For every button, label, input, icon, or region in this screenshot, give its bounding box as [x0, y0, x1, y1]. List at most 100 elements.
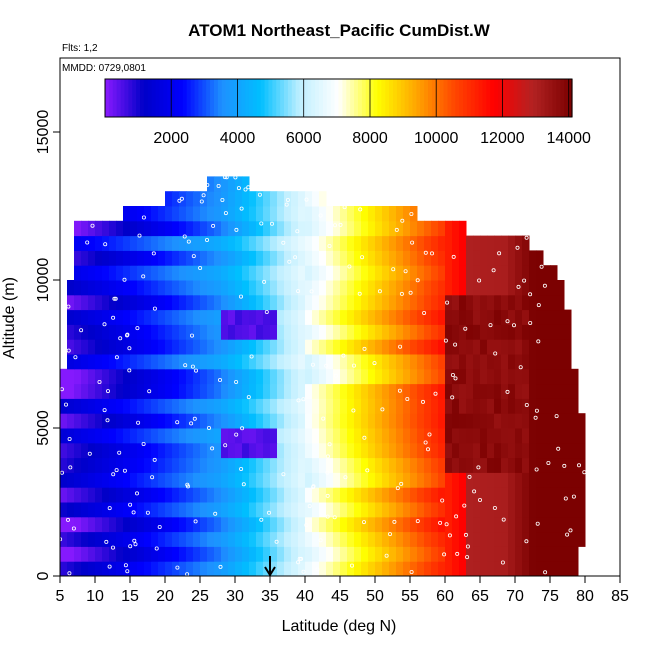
heatmap-cell	[417, 309, 425, 325]
heatmap-cell	[67, 368, 75, 385]
heatmap-cell	[116, 294, 124, 311]
heatmap-cell	[501, 531, 509, 547]
heatmap-cell	[319, 428, 327, 444]
heatmap-cell	[200, 294, 208, 311]
heatmap-cell	[501, 487, 509, 503]
heatmap-cell	[515, 354, 523, 370]
heatmap-cell	[123, 324, 131, 340]
heatmap-cell	[256, 368, 264, 385]
heatmap-cell	[459, 309, 467, 325]
heatmap-cell	[445, 354, 453, 370]
observation-point	[266, 510, 271, 515]
colorbar-swatch	[124, 79, 129, 117]
heatmap-cell	[270, 368, 278, 385]
heatmap-cell	[284, 206, 292, 222]
heatmap-cell	[88, 472, 96, 488]
heatmap-cell	[109, 368, 117, 385]
heatmap-cell	[508, 531, 516, 547]
observation-point	[539, 264, 544, 269]
heatmap-cell	[424, 472, 432, 488]
heatmap-cell	[165, 487, 173, 503]
heatmap-cell	[375, 280, 383, 296]
heatmap-cell	[158, 339, 166, 355]
heatmap-cell	[102, 265, 110, 281]
observation-point	[118, 336, 123, 341]
heatmap-cell	[228, 368, 236, 385]
heatmap-cell	[347, 428, 355, 444]
heatmap-cell	[186, 413, 194, 429]
heatmap-cell	[298, 428, 306, 444]
heatmap-cell	[550, 546, 558, 562]
colorbar-swatch	[350, 79, 355, 117]
heatmap-cell	[67, 487, 75, 503]
heatmap-cell	[249, 487, 257, 503]
colorbar-swatch	[171, 79, 176, 117]
heatmap-cell	[312, 413, 320, 429]
heatmap-cell	[179, 442, 187, 459]
heatmap-cell	[249, 383, 257, 399]
observation-point	[423, 440, 428, 445]
observation-point	[562, 463, 567, 468]
heatmap-cell	[361, 428, 369, 444]
heatmap-cell	[508, 472, 516, 488]
heatmap-cell	[291, 220, 299, 237]
heatmap-cell	[179, 368, 187, 385]
heatmap-cell	[130, 294, 138, 311]
heatmap-cell	[214, 354, 222, 370]
observation-point	[114, 355, 119, 360]
heatmap-cell	[88, 561, 96, 577]
heatmap-cell	[319, 442, 327, 459]
heatmap-cell	[396, 502, 404, 518]
x-tick-label: 35	[261, 588, 279, 605]
observation-point	[239, 466, 244, 471]
observation-point	[132, 538, 137, 543]
heatmap-cell	[417, 457, 425, 473]
heatmap-cell	[319, 487, 327, 503]
heatmap-cell	[354, 398, 362, 414]
heatmap-cell	[158, 428, 166, 444]
heatmap-cell	[249, 368, 257, 385]
heatmap-cell	[277, 398, 285, 414]
heatmap-cell	[242, 442, 250, 459]
heatmap-cell	[501, 413, 509, 429]
heatmap-cell	[375, 368, 383, 385]
heatmap-cell	[298, 413, 306, 429]
heatmap-cell	[368, 428, 376, 444]
heatmap-cell	[144, 368, 152, 385]
heatmap-cell	[326, 309, 334, 325]
heatmap-cell	[144, 250, 152, 266]
heatmap-cell	[347, 206, 355, 222]
observation-point	[318, 213, 323, 218]
observation-point	[338, 222, 343, 227]
observation-point	[122, 468, 127, 473]
observation-point	[145, 510, 150, 515]
heatmap-cell	[158, 206, 166, 222]
heatmap-cell	[228, 250, 236, 266]
heatmap-cell	[298, 368, 306, 385]
heatmap-cell	[494, 413, 502, 429]
heatmap-cell	[291, 368, 299, 385]
heatmap-cell	[207, 472, 215, 488]
observation-point	[524, 235, 529, 240]
heatmap-cell	[291, 294, 299, 311]
heatmap-cell	[375, 354, 383, 370]
heatmap-cell	[144, 309, 152, 325]
observation-point	[318, 538, 323, 543]
colorbar-swatch	[361, 79, 367, 117]
heatmap-cell	[452, 442, 460, 459]
observation-point	[377, 289, 382, 294]
heatmap-cell	[333, 354, 341, 370]
heatmap-cell	[410, 265, 418, 281]
heatmap-cell	[319, 354, 327, 370]
heatmap-cell	[242, 531, 250, 547]
heatmap-cell	[431, 442, 439, 459]
x-axis: 5 10 15 20 25 30 35 40 45 50 55 60 65 70 75 80 85	[56, 576, 629, 605]
heatmap-cell	[60, 487, 68, 503]
heatmap-cell	[123, 294, 131, 311]
observation-point	[362, 435, 367, 440]
heatmap-cell	[228, 502, 236, 518]
heatmap-cell	[501, 294, 509, 311]
heatmap-cell	[361, 324, 369, 340]
observation-point	[127, 346, 132, 351]
heatmap-cell	[354, 206, 362, 222]
